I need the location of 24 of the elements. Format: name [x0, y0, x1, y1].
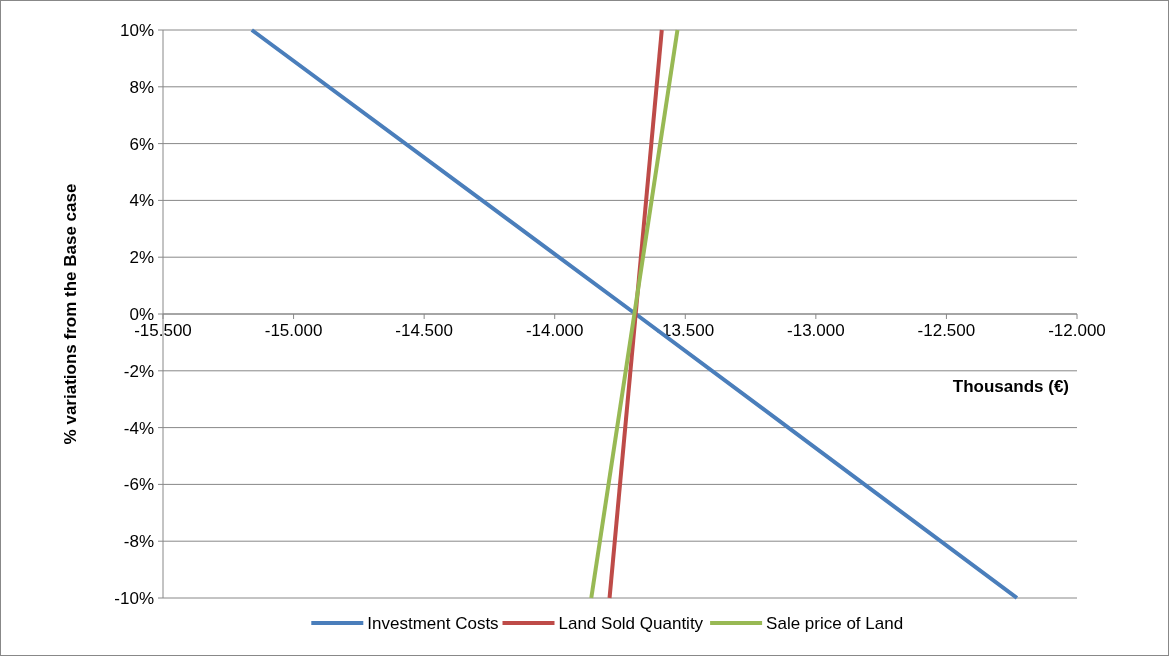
x-tick-label: -15.000 — [264, 321, 323, 340]
y-tick-label: 0% — [129, 304, 154, 324]
y-tick-label: 2% — [129, 248, 154, 268]
y-tick-label: -6% — [123, 475, 154, 495]
legend-label: Land Sold Quantity — [558, 613, 704, 633]
y-tick-label: 6% — [129, 134, 154, 154]
legend-label: Sale price of Land — [766, 613, 904, 633]
x-tick-label: -13.500 — [656, 321, 715, 340]
legend-label: Investment Costs — [367, 613, 499, 633]
x-axis-title: Thousands (€) — [952, 377, 1069, 396]
y-tick-label: -2% — [123, 361, 154, 381]
x-tick-label: -14.000 — [525, 321, 584, 340]
y-tick-label: 8% — [129, 77, 154, 97]
y-tick-label: 10% — [119, 20, 154, 40]
x-tick-label: -14.500 — [395, 321, 453, 340]
x-tick-label: -15.500 — [134, 321, 192, 340]
x-tick-label: -12.000 — [1048, 321, 1106, 340]
x-tick-label: -13.000 — [787, 321, 845, 340]
x-tick-label: -12.500 — [917, 321, 976, 340]
y-tick-label: 4% — [129, 191, 154, 211]
y-axis-title: % variations from the Base case — [61, 183, 80, 445]
y-tick-label: -8% — [123, 532, 154, 552]
y-tick-label: -10% — [114, 588, 154, 608]
y-tick-label: -4% — [123, 418, 154, 438]
